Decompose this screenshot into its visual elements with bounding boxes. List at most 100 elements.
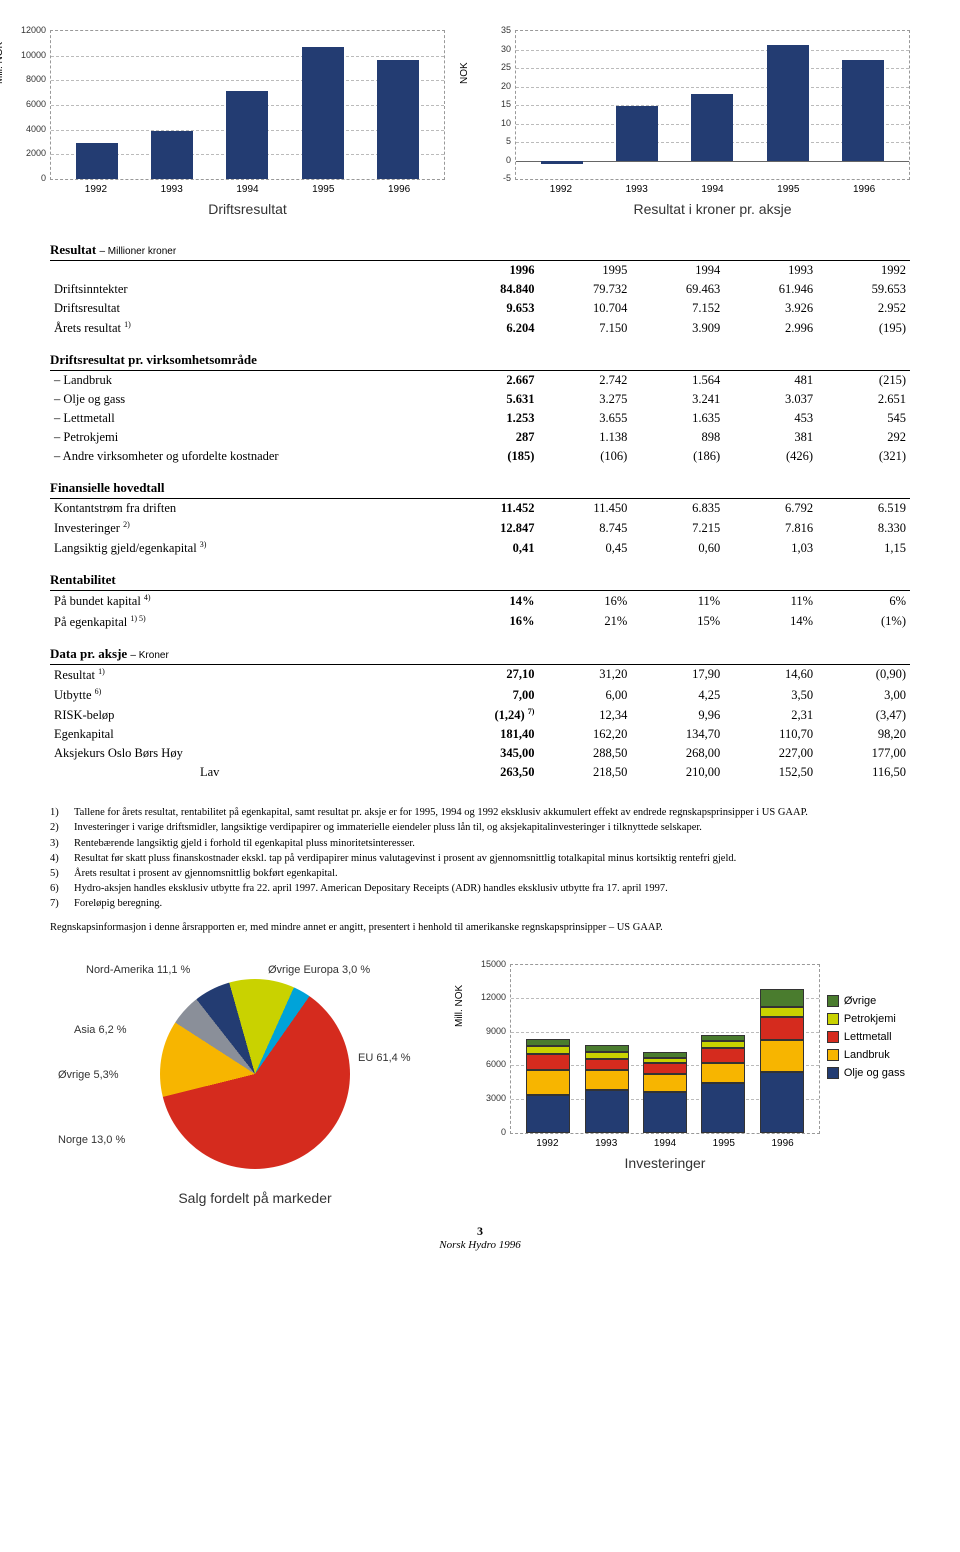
table-row: RISK-beløp(1,24) 7)12,349,962,31(3,47)	[50, 705, 910, 725]
table-row: Lav263,50218,50210,00152,50116,50	[50, 763, 910, 782]
bar-segment	[526, 1095, 570, 1133]
x-tick: 1995	[777, 184, 799, 195]
bottom-charts: EU 61,4 %Norge 13,0 %Øvrige 5,3%Asia 6,2…	[50, 964, 910, 1206]
table-row: – Lettmetall1.2533.6551.635453545	[50, 409, 910, 428]
table-row: Kontantstrøm fra driften11.45211.4506.83…	[50, 499, 910, 518]
x-tick: 1996	[853, 184, 875, 195]
section-header: Driftsresultat pr. virksomhetsområde	[50, 352, 910, 371]
bar	[541, 161, 583, 164]
x-tick: 1994	[236, 184, 258, 195]
table-row: Driftsinntekter84.84079.73269.46361.9465…	[50, 280, 910, 299]
bar-segment	[526, 1054, 570, 1070]
legend-item: Landbruk	[827, 1049, 905, 1061]
bar-segment	[760, 1072, 804, 1132]
chart-right-ylabel: NOK	[459, 62, 470, 84]
pie-label: Nord-Amerika 11,1 %	[86, 964, 190, 976]
bar-segment	[585, 1090, 629, 1133]
table-row: På egenkapital 1) 5)16%21%15%14%(1%)	[50, 612, 910, 632]
driftsresultat-chart: Mill. NOK 020004000600080001000012000 19…	[50, 30, 445, 217]
table-header: 19961995199419931992	[50, 261, 910, 280]
x-tick: 1992	[85, 184, 107, 195]
table-row: – Olje og gass5.6313.2753.2413.0372.651	[50, 390, 910, 409]
bar-segment	[760, 1040, 804, 1072]
bar-segment	[526, 1046, 570, 1054]
pie-label: Øvrige Europa 3,0 %	[268, 964, 370, 976]
x-tick: 1993	[595, 1138, 617, 1149]
financial-table: – Landbruk2.6672.7421.564481(215)– Olje …	[50, 371, 910, 466]
bar	[302, 47, 344, 179]
tables-region: Resultat – Millioner kroner 199619951994…	[50, 242, 910, 782]
financial-table: På bundet kapital 4)14%16%11%11%6%På ege…	[50, 591, 910, 631]
bar-segment	[585, 1052, 629, 1059]
chart-right-title: Resultat i kroner pr. aksje	[515, 201, 910, 217]
table-row: Langsiktig gjeld/egenkapital 3)0,410,450…	[50, 538, 910, 558]
bar-segment	[760, 1017, 804, 1039]
legend-item: Lettmetall	[827, 1031, 905, 1043]
stacked-ylabel: Mill. NOK	[454, 985, 465, 1027]
section-header: Data pr. aksje – Kroner	[50, 646, 910, 665]
financial-table: Kontantstrøm fra driften11.45211.4506.83…	[50, 499, 910, 558]
bar	[76, 143, 118, 179]
stacked-bar	[760, 989, 804, 1133]
table-row: – Landbruk2.6672.7421.564481(215)	[50, 371, 910, 390]
legend-item: Øvrige	[827, 995, 905, 1007]
x-tick: 1994	[654, 1138, 676, 1149]
x-tick: 1993	[626, 184, 648, 195]
financial-table: 19961995199419931992 Driftsinntekter84.8…	[50, 261, 910, 338]
x-tick: 1996	[388, 184, 410, 195]
bar-segment	[643, 1092, 687, 1132]
resultat-pr-aksje-chart: NOK -505101520253035 1992199319941995199…	[515, 30, 910, 217]
stacked-bar	[526, 1039, 570, 1132]
top-charts: Mill. NOK 020004000600080001000012000 19…	[50, 30, 910, 217]
bar-segment	[701, 1041, 745, 1048]
section-header: Resultat – Millioner kroner	[50, 242, 910, 261]
bar	[377, 60, 419, 179]
footnote: 2)Investeringer i varige driftsmidler, l…	[50, 821, 910, 835]
bar	[691, 94, 733, 160]
bar-segment	[760, 1007, 804, 1017]
section-unit: – Millioner kroner	[99, 246, 176, 257]
footnotes: 1)Tallene for årets resultat, rentabilit…	[50, 806, 910, 911]
table-row: Driftsresultat9.65310.7047.1523.9262.952	[50, 299, 910, 318]
x-tick: 1995	[312, 184, 334, 195]
page-number: 3	[50, 1224, 910, 1239]
bar-segment	[585, 1070, 629, 1090]
x-tick: 1992	[536, 1138, 558, 1149]
x-tick: 1996	[771, 1138, 793, 1149]
legend-item: Olje og gass	[827, 1067, 905, 1079]
bar-segment	[526, 1070, 570, 1095]
section-header: Rentabilitet	[50, 572, 910, 591]
table-row: På bundet kapital 4)14%16%11%11%6%	[50, 591, 910, 611]
bar	[616, 106, 658, 160]
x-tick: 1994	[701, 184, 723, 195]
footnote: 5)Årets resultat i prosent av gjennomsni…	[50, 867, 910, 881]
pie-label: EU 61,4 %	[358, 1052, 411, 1064]
stacked-chart: Mill. NOK 03000600090001200015000 Øvrige…	[510, 964, 910, 1171]
table-row: Årets resultat 1)6.2047.1503.9092.996(19…	[50, 318, 910, 338]
bar-segment	[701, 1063, 745, 1083]
bar	[842, 60, 884, 160]
pie-chart: EU 61,4 %Norge 13,0 %Øvrige 5,3%Asia 6,2…	[50, 964, 460, 1206]
bar	[226, 91, 268, 179]
table-row: Resultat 1)27,1031,2017,9014,60(0,90)	[50, 665, 910, 685]
stacked-title: Investeringer	[510, 1155, 820, 1171]
table-row: Utbytte 6)7,006,004,253,503,00	[50, 685, 910, 705]
x-tick: 1992	[550, 184, 572, 195]
bar-segment	[643, 1063, 687, 1074]
table-row: – Petrokjemi2871.138898381292	[50, 428, 910, 447]
bar-segment	[760, 989, 804, 1007]
footnote: 7)Foreløpig beregning.	[50, 897, 910, 911]
x-tick: 1993	[161, 184, 183, 195]
pie-label: Norge 13,0 %	[58, 1134, 125, 1146]
footnote: 4)Resultat før skatt pluss finanskostnad…	[50, 852, 910, 866]
section-title: Resultat	[50, 242, 96, 257]
bar-segment	[585, 1045, 629, 1052]
table-row: Egenkapital181,40162,20134,70110,7098,20	[50, 725, 910, 744]
bar-segment	[643, 1074, 687, 1092]
section-header: Finansielle hovedtall	[50, 480, 910, 499]
financial-table: Resultat 1)27,1031,2017,9014,60(0,90)Utb…	[50, 665, 910, 782]
bar-segment	[701, 1048, 745, 1064]
bar-segment	[701, 1083, 745, 1132]
table-row: Aksjekurs Oslo Børs Høy345,00288,50268,0…	[50, 744, 910, 763]
table-row: Investeringer 2)12.8478.7457.2157.8168.3…	[50, 518, 910, 538]
